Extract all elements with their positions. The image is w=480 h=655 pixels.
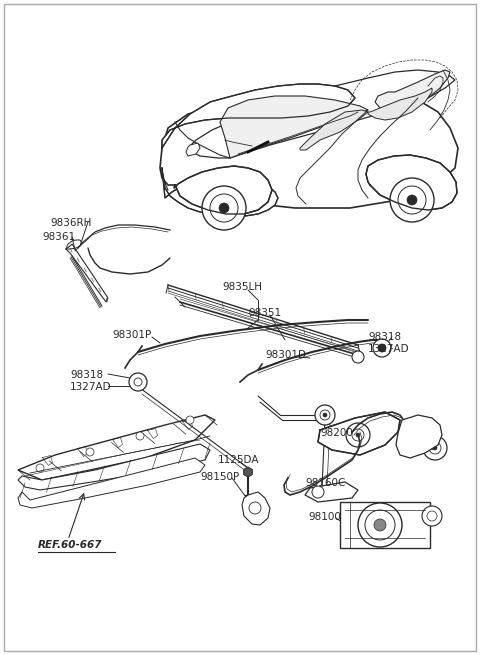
Circle shape xyxy=(136,432,144,440)
Text: 98318: 98318 xyxy=(70,370,103,380)
Bar xyxy=(340,502,430,548)
Circle shape xyxy=(134,378,142,386)
Circle shape xyxy=(352,429,364,441)
Circle shape xyxy=(433,446,437,450)
Circle shape xyxy=(352,351,364,363)
Circle shape xyxy=(407,195,417,205)
Circle shape xyxy=(346,423,370,447)
Text: 98301D: 98301D xyxy=(265,350,306,360)
Circle shape xyxy=(398,186,426,214)
Text: 98361: 98361 xyxy=(42,232,75,242)
Circle shape xyxy=(358,503,402,547)
Text: 98150P: 98150P xyxy=(200,472,239,482)
Text: 98131C: 98131C xyxy=(395,442,435,452)
Text: 98100: 98100 xyxy=(308,512,341,522)
Text: 1327AD: 1327AD xyxy=(368,344,409,354)
Text: 98351: 98351 xyxy=(248,308,281,318)
Text: 98301P: 98301P xyxy=(112,330,151,340)
Circle shape xyxy=(202,186,246,230)
Polygon shape xyxy=(396,415,442,458)
Polygon shape xyxy=(18,458,205,508)
Polygon shape xyxy=(318,412,400,455)
Circle shape xyxy=(320,410,330,420)
Polygon shape xyxy=(220,96,368,158)
Text: REF.60-667: REF.60-667 xyxy=(38,540,103,550)
Circle shape xyxy=(312,486,324,498)
Polygon shape xyxy=(66,244,108,302)
Circle shape xyxy=(86,448,94,456)
Text: 98160C: 98160C xyxy=(305,478,346,488)
Circle shape xyxy=(129,373,147,391)
Polygon shape xyxy=(375,70,450,110)
Polygon shape xyxy=(162,84,355,148)
Circle shape xyxy=(378,344,386,352)
Circle shape xyxy=(323,413,327,417)
Polygon shape xyxy=(300,110,368,150)
Polygon shape xyxy=(305,482,358,502)
Polygon shape xyxy=(368,88,432,120)
Polygon shape xyxy=(160,92,458,208)
Circle shape xyxy=(429,442,441,454)
Polygon shape xyxy=(18,444,210,490)
Circle shape xyxy=(427,511,437,521)
Polygon shape xyxy=(18,415,215,480)
Text: 9835LH: 9835LH xyxy=(222,282,262,292)
Circle shape xyxy=(219,203,229,213)
Text: 98200: 98200 xyxy=(320,428,353,438)
Polygon shape xyxy=(188,70,455,158)
Polygon shape xyxy=(162,168,278,216)
Circle shape xyxy=(249,502,261,514)
Circle shape xyxy=(315,405,335,425)
Polygon shape xyxy=(244,467,252,477)
Polygon shape xyxy=(174,166,272,214)
Polygon shape xyxy=(186,143,200,156)
Text: 98318: 98318 xyxy=(368,332,401,342)
Circle shape xyxy=(210,194,238,222)
Circle shape xyxy=(390,178,434,222)
Circle shape xyxy=(374,519,386,531)
Text: 1327AD: 1327AD xyxy=(70,382,112,392)
Circle shape xyxy=(373,339,391,357)
Text: 9836RH: 9836RH xyxy=(50,218,91,228)
Text: 1125DA: 1125DA xyxy=(218,455,260,465)
Circle shape xyxy=(186,416,194,424)
Circle shape xyxy=(356,433,360,437)
Circle shape xyxy=(422,506,442,526)
Polygon shape xyxy=(366,155,457,210)
Circle shape xyxy=(423,436,447,460)
Circle shape xyxy=(365,510,395,540)
Polygon shape xyxy=(242,492,270,525)
Circle shape xyxy=(36,464,44,472)
